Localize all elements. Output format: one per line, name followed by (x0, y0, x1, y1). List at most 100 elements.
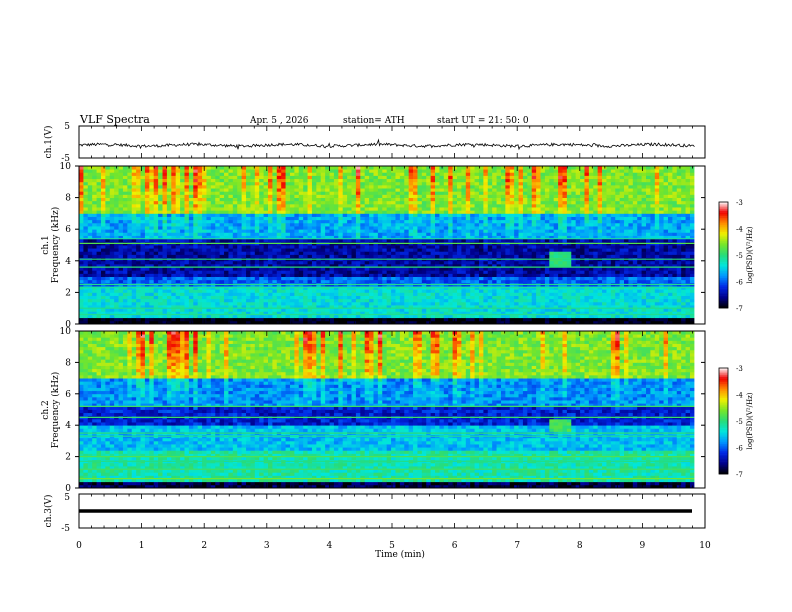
spec-cell (342, 229, 348, 233)
spec-cell (193, 248, 199, 252)
spec-cell (470, 263, 475, 268)
spec-cell (232, 229, 238, 233)
spec-cell (413, 188, 418, 192)
spec-cell (92, 166, 97, 170)
spec-cell (250, 308, 256, 312)
spec-cell (373, 197, 379, 202)
spec-cell (298, 226, 304, 230)
spec-cell (180, 191, 185, 195)
spec-cell (303, 166, 308, 170)
spec-cell (342, 222, 348, 227)
spec-cell (395, 235, 401, 240)
spec-cell (426, 191, 432, 195)
spec-cell (377, 222, 383, 227)
spec-cell (228, 219, 234, 224)
spec-cell (347, 166, 352, 170)
spec-cell (276, 248, 282, 252)
spec-cell (144, 172, 150, 176)
spec-cell (105, 175, 111, 180)
spec-cell (439, 317, 445, 322)
spec-cell (377, 172, 383, 176)
spec-cell (500, 248, 506, 252)
spec-cell (87, 166, 93, 170)
spec-cell (193, 267, 199, 271)
spec-cell (96, 314, 102, 319)
spec-cell (298, 301, 304, 306)
spec-cell (197, 222, 203, 227)
spec-cell (382, 226, 388, 230)
spec-cell (452, 226, 458, 230)
spec-cell (210, 175, 216, 180)
spec-cell (136, 219, 141, 224)
spec-cell (224, 263, 229, 268)
spec-cell (175, 207, 181, 211)
spec-cell (197, 216, 203, 221)
spec-cell (382, 279, 388, 284)
spec-cell (158, 314, 163, 319)
spec-cell (329, 188, 335, 192)
spec-cell (210, 222, 216, 227)
spec-cell (131, 251, 137, 255)
spec-cell (355, 238, 361, 243)
spec-cell (377, 317, 383, 322)
spec-cell (281, 267, 286, 271)
spec-cell (180, 292, 185, 296)
spec-cell (193, 320, 199, 325)
spec-cell (509, 232, 515, 236)
spec-cell (210, 279, 216, 284)
spec-cell (355, 273, 361, 277)
spec-cell (294, 301, 300, 306)
spec-cell (435, 320, 440, 325)
spec-cell (184, 235, 190, 240)
spec-cell (153, 305, 159, 309)
spec-cell (149, 311, 155, 315)
spec-cell (206, 279, 212, 284)
spec-cell (351, 194, 357, 198)
spec-cell (232, 308, 238, 312)
spec-cell (417, 260, 423, 265)
spec-cell (144, 248, 150, 252)
spec-cell (232, 226, 238, 230)
spec-cell (171, 317, 177, 322)
spec-cell (487, 238, 493, 243)
spec-cell (483, 317, 489, 322)
spec-cell (307, 232, 313, 236)
spec-cell (457, 222, 462, 227)
spec-cell (158, 260, 163, 265)
spec-cell (109, 314, 115, 319)
spec-cell (307, 270, 313, 274)
spec-cell (452, 301, 458, 306)
spec-cell (114, 308, 119, 312)
spec-cell (166, 267, 172, 271)
spec-cell (188, 203, 194, 208)
spec-cell (329, 172, 335, 176)
spec-cell (144, 273, 150, 277)
spec-cell (246, 169, 251, 173)
spec-cell (254, 200, 260, 205)
spec-cell (421, 169, 427, 173)
spec-cell (360, 178, 366, 183)
spec-cell (184, 317, 190, 322)
spec-cell (421, 301, 427, 306)
spec-cell (452, 317, 458, 322)
spec-cell (360, 207, 366, 211)
spec-cell (79, 273, 84, 277)
spec-cell (435, 175, 440, 180)
spec-cell (435, 200, 440, 205)
spec-cell (500, 197, 506, 202)
spec-cell (377, 203, 383, 208)
spec-cell (395, 301, 401, 306)
spec-cell (246, 213, 251, 217)
spec-cell (272, 273, 278, 277)
spec-cell (377, 301, 383, 306)
spec-cell (219, 210, 225, 214)
spec-cell (96, 229, 102, 233)
spec-cell (435, 207, 440, 211)
spec-cell (500, 276, 506, 281)
spec-cell (254, 238, 260, 243)
spec-cell (426, 273, 432, 277)
spec-cell (355, 222, 361, 227)
spec-cell (246, 320, 251, 325)
spec-cell (487, 320, 493, 325)
spec-cell (426, 219, 432, 224)
